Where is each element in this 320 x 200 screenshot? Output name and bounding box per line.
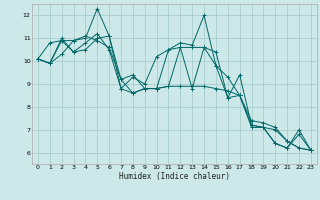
X-axis label: Humidex (Indice chaleur): Humidex (Indice chaleur)	[119, 172, 230, 181]
